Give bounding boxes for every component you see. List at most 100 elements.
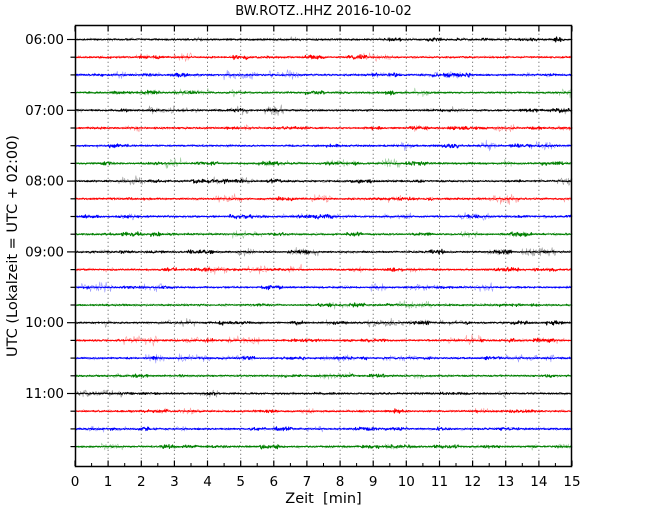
trace-noise-path [74, 107, 573, 114]
y-axis-label: UTC (Lokalzeit = UTC + 02:00) [5, 135, 21, 357]
trace-noise-path [74, 371, 573, 380]
trace-noise-path [74, 193, 573, 205]
trace-noise-path [74, 139, 573, 152]
hour-tick-label: 11:00 [25, 386, 64, 402]
trace-line-0630 [74, 69, 573, 81]
x-tick-label: 13 [497, 474, 514, 490]
x-tick-label: 15 [563, 474, 580, 490]
trace-noise-path [74, 213, 573, 220]
x-tick-label: 14 [530, 474, 547, 490]
trace-noise-path [74, 125, 573, 131]
trace-noise-path [74, 89, 573, 96]
trace-noise-path [74, 72, 573, 78]
trace-noise-path [74, 36, 573, 43]
x-tick-label: 3 [170, 474, 179, 490]
x-tick-label: 9 [369, 474, 378, 490]
x-tick-label: 11 [431, 474, 448, 490]
x-tick-label: 5 [236, 474, 245, 490]
trace-line-0915 [74, 263, 573, 275]
trace-noise-path [74, 52, 573, 62]
trace-line-1115 [74, 407, 573, 415]
trace-line-0715 [74, 124, 573, 133]
plot-title: BW.ROTZ..HHZ 2016-10-02 [235, 4, 412, 19]
trace-noise-path [74, 124, 573, 133]
trace-noise-path [74, 54, 573, 61]
x-tick-label: 12 [464, 474, 481, 490]
trace-line-0700 [74, 104, 573, 116]
trace-noise-path [74, 373, 573, 378]
trace-noise-path [74, 36, 573, 42]
trace-noise-path [74, 320, 573, 326]
trace-line-0615 [74, 52, 573, 62]
x-tick-label: 1 [104, 474, 113, 490]
trace-line-0830 [74, 212, 573, 221]
trace-noise-path [74, 426, 573, 432]
trace-noise-path [74, 266, 573, 272]
trace-noise-path [74, 337, 573, 343]
trace-noise-path [74, 317, 573, 328]
hour-tick-label: 10:00 [25, 315, 64, 331]
trace-line-0645 [74, 87, 573, 99]
trace-line-1030 [74, 353, 573, 364]
hour-tick-label: 09:00 [25, 244, 64, 260]
trace-noise-path [74, 408, 573, 414]
trace-line-0800 [74, 175, 573, 186]
trace-line-0900 [74, 247, 573, 257]
trace-noise-path [74, 281, 573, 293]
hour-tick-label: 06:00 [25, 32, 64, 48]
trace-noise-path [74, 285, 573, 291]
x-tick-label: 7 [303, 474, 312, 490]
trace-noise-path [74, 143, 573, 149]
hour-tick-label: 08:00 [25, 174, 64, 190]
x-axis-label: Zeit [min] [285, 491, 362, 507]
trace-noise-path [74, 87, 573, 99]
trace-noise-path [74, 69, 573, 81]
trace-noise-path [74, 247, 573, 257]
trace-noise-path [74, 355, 573, 361]
trace-noise-path [74, 212, 573, 221]
x-tick-label: 0 [71, 474, 80, 490]
trace-line-0600 [74, 36, 573, 43]
x-tick-label: 6 [270, 474, 279, 490]
trace-line-1015 [74, 334, 573, 347]
trace-noise-path [74, 389, 573, 398]
trace-line-1045 [74, 371, 573, 380]
x-tick-label: 8 [336, 474, 345, 490]
trace-line-0745 [74, 157, 573, 169]
hour-tick-label: 07:00 [25, 103, 64, 119]
x-tick-label: 2 [137, 474, 146, 490]
trace-line-1130 [74, 425, 573, 433]
trace-noise-path [74, 443, 573, 450]
trace-line-1145 [74, 442, 573, 451]
trace-line-0945 [74, 300, 573, 310]
trace-line-0930 [74, 281, 573, 293]
trace-line-0845 [74, 230, 573, 239]
trace-noise-path [74, 334, 573, 347]
x-tick-label: 4 [203, 474, 212, 490]
trace-noise-path [74, 175, 573, 186]
trace-line-1000 [74, 317, 573, 328]
trace-line-0730 [74, 139, 573, 152]
trace-line-1100 [74, 389, 573, 398]
trace-noise-path [74, 178, 573, 185]
trace-noise-path [74, 248, 573, 255]
trace-noise-path [74, 442, 573, 451]
trace-noise-path [74, 425, 573, 433]
trace-noise-path [74, 160, 573, 166]
trace-noise-path [74, 230, 573, 239]
plot-border [74, 24, 573, 468]
trace-noise-path [74, 231, 573, 238]
trace-noise-path [74, 302, 573, 308]
trace-noise-path [74, 263, 573, 275]
trace-noise-path [74, 353, 573, 364]
trace-noise-path [74, 196, 573, 202]
trace-noise-path [74, 157, 573, 169]
x-tick-label: 10 [398, 474, 415, 490]
trace-noise-path [74, 104, 573, 116]
trace-noise-path [74, 391, 573, 396]
trace-noise-path [74, 407, 573, 415]
trace-noise-path [74, 300, 573, 310]
trace-line-0815 [74, 193, 573, 205]
